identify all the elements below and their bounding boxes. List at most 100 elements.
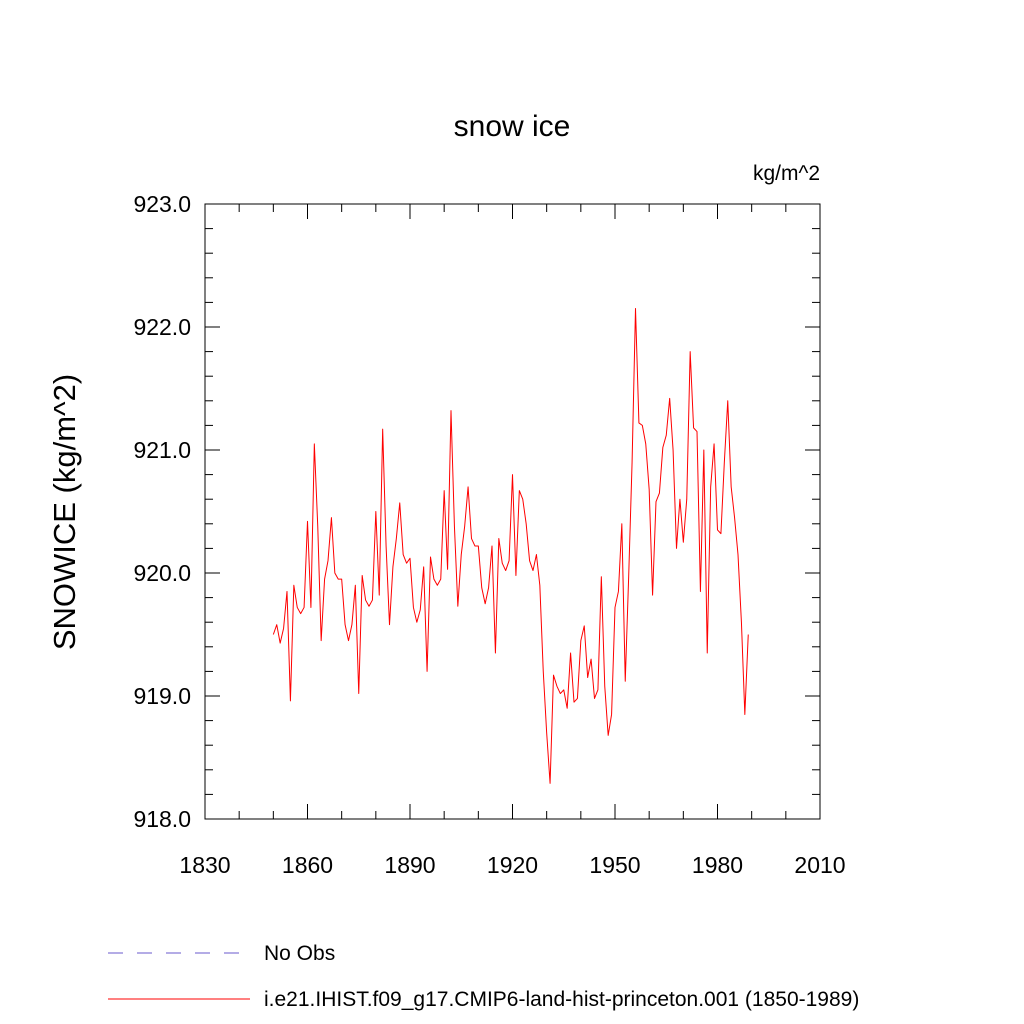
data-point xyxy=(297,607,298,608)
data-point xyxy=(314,443,315,444)
legend-label-no-obs: No Obs xyxy=(264,942,335,965)
data-point xyxy=(331,517,332,518)
data-point xyxy=(491,545,492,546)
data-point xyxy=(601,576,602,577)
data-point xyxy=(608,735,609,736)
data-point xyxy=(379,595,380,596)
data-point xyxy=(280,643,281,644)
data-point xyxy=(720,533,721,534)
data-point xyxy=(659,492,660,493)
y-axis: 918.0 919.0 920.0 921.0 922.0 923.0 xyxy=(133,191,820,832)
plot-frame xyxy=(204,203,821,820)
data-point xyxy=(549,783,550,784)
data-point xyxy=(652,595,653,596)
x-tick-label: 1950 xyxy=(589,852,640,878)
data-point xyxy=(317,526,318,527)
data-point xyxy=(563,689,564,690)
data-point xyxy=(426,671,427,672)
data-point xyxy=(522,499,523,500)
data-point xyxy=(457,606,458,607)
legend-label-model-run: i.e21.IHIST.f09_g17.CMIP6-land-hist-prin… xyxy=(264,988,859,1011)
x-tick-label: 1860 xyxy=(282,852,333,878)
data-point xyxy=(454,526,455,527)
data-point xyxy=(536,554,537,555)
plot-area xyxy=(272,308,749,784)
data-point xyxy=(553,674,554,675)
data-point xyxy=(413,607,414,608)
data-point xyxy=(406,563,407,564)
data-point xyxy=(519,490,520,491)
data-point xyxy=(744,714,745,715)
data-point xyxy=(351,624,352,625)
x-tick-label: 1890 xyxy=(384,852,435,878)
data-point xyxy=(669,398,670,399)
data-point xyxy=(717,529,718,530)
data-point xyxy=(642,425,643,426)
data-point xyxy=(526,523,527,524)
series-line-1 xyxy=(272,308,749,784)
data-point xyxy=(362,575,363,576)
data-point xyxy=(348,640,349,641)
data-point xyxy=(597,689,598,690)
data-point xyxy=(392,566,393,567)
data-point xyxy=(358,693,359,694)
data-point xyxy=(556,686,557,687)
data-point xyxy=(327,560,328,561)
plot-border xyxy=(204,203,821,820)
data-point xyxy=(618,591,619,592)
data-point xyxy=(655,501,656,502)
data-point xyxy=(344,624,345,625)
data-point xyxy=(573,702,574,703)
data-point xyxy=(724,462,725,463)
data-point xyxy=(512,474,513,475)
data-point xyxy=(293,585,294,586)
data-point xyxy=(713,443,714,444)
data-point xyxy=(662,447,663,448)
data-point xyxy=(690,351,691,352)
data-point xyxy=(703,449,704,450)
data-point xyxy=(614,607,615,608)
data-point xyxy=(283,628,284,629)
data-point xyxy=(471,538,472,539)
data-point xyxy=(440,579,441,580)
data-point xyxy=(461,554,462,555)
data-point xyxy=(580,640,581,641)
data-point xyxy=(464,526,465,527)
data-point xyxy=(368,606,369,607)
data-point xyxy=(515,575,516,576)
data-point xyxy=(587,677,588,678)
data-point xyxy=(737,554,738,555)
data-point xyxy=(321,640,322,641)
data-point xyxy=(625,681,626,682)
data-point xyxy=(546,732,547,733)
data-point xyxy=(485,603,486,604)
data-point xyxy=(372,599,373,600)
data-point xyxy=(676,548,677,549)
x-tick-label: 1920 xyxy=(487,852,538,878)
data-point xyxy=(734,517,735,518)
data-point xyxy=(741,622,742,623)
data-point xyxy=(498,538,499,539)
data-point xyxy=(409,558,410,559)
data-point xyxy=(679,499,680,500)
data-point xyxy=(334,572,335,573)
data-point xyxy=(584,625,585,626)
data-point xyxy=(290,700,291,701)
data-point xyxy=(628,576,629,577)
data-point xyxy=(273,634,274,635)
data-point xyxy=(447,569,448,570)
x-tick-label: 2010 xyxy=(794,852,845,878)
data-point xyxy=(700,591,701,592)
data-point xyxy=(310,607,311,608)
data-point xyxy=(696,431,697,432)
y-tick-label: 918.0 xyxy=(133,806,191,832)
data-point xyxy=(635,308,636,309)
data-point xyxy=(467,486,468,487)
data-point xyxy=(731,486,732,487)
data-point xyxy=(532,570,533,571)
data-point xyxy=(621,523,622,524)
y-tick-label: 920.0 xyxy=(133,560,191,586)
chart-title: snow ice xyxy=(454,110,571,143)
x-axis: 1830 1860 1890 1920 1950 1980 2010 xyxy=(179,204,846,878)
